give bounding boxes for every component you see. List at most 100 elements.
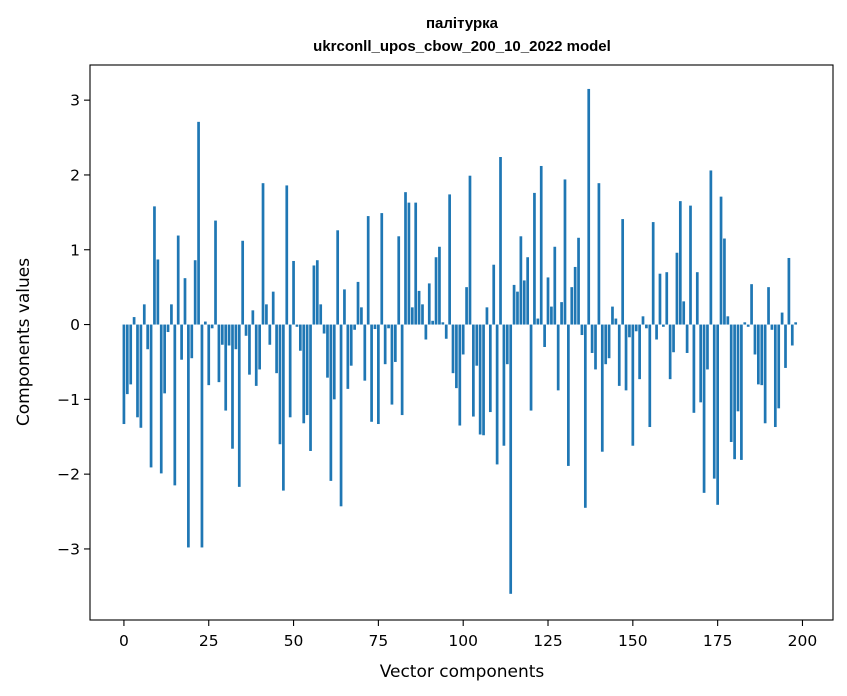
bar-195 xyxy=(784,324,787,368)
bar-141 xyxy=(600,324,604,452)
bar-139 xyxy=(594,324,597,370)
bar-162 xyxy=(672,324,675,353)
bar-63 xyxy=(336,230,340,325)
bar-97 xyxy=(451,324,455,374)
bar-196 xyxy=(787,257,791,325)
y-tick-label: 0 xyxy=(70,316,80,334)
bar-35 xyxy=(241,240,245,325)
bar-66 xyxy=(346,324,350,389)
bar-125 xyxy=(546,277,550,325)
bars-group xyxy=(122,88,798,594)
bar-10 xyxy=(156,259,160,325)
bar-158 xyxy=(658,273,662,325)
bar-178 xyxy=(726,316,730,325)
bar-143 xyxy=(607,324,611,359)
x-axis-label: Vector components xyxy=(380,662,545,682)
plot-frame xyxy=(89,64,834,621)
bar-96 xyxy=(448,194,451,325)
y-tick-label: −2 xyxy=(57,466,80,484)
bar-79 xyxy=(390,324,394,405)
bar-167 xyxy=(689,205,692,325)
bar-72 xyxy=(366,216,370,325)
bar-118 xyxy=(522,280,526,325)
bar-111 xyxy=(499,157,502,325)
x-tick-label: 50 xyxy=(284,632,304,650)
bar-8 xyxy=(149,324,153,468)
bar-99 xyxy=(458,324,462,426)
bar-163 xyxy=(675,252,679,325)
bar-29 xyxy=(220,324,224,345)
bar-151 xyxy=(634,324,638,332)
bar-86 xyxy=(414,202,418,325)
bar-64 xyxy=(339,324,343,507)
bar-193 xyxy=(777,324,781,409)
bar-6 xyxy=(142,304,146,325)
bar-25 xyxy=(207,324,211,386)
bar-169 xyxy=(695,272,699,325)
bar-191 xyxy=(770,324,774,330)
x-tick-label: 200 xyxy=(788,632,818,650)
bar-197 xyxy=(790,324,794,346)
bar-60 xyxy=(326,324,329,378)
bar-68 xyxy=(353,324,356,330)
bar-101 xyxy=(465,287,468,325)
bar-157 xyxy=(655,324,658,340)
bar-16 xyxy=(176,235,180,325)
bar-142 xyxy=(604,324,608,365)
bar-59 xyxy=(322,324,326,334)
bar-75 xyxy=(377,324,380,425)
bar-24 xyxy=(203,321,207,325)
bar-159 xyxy=(662,324,665,327)
bar-182 xyxy=(740,324,743,460)
bar-32 xyxy=(231,324,234,449)
bar-150 xyxy=(631,324,635,446)
bar-192 xyxy=(773,324,777,428)
bar-135 xyxy=(580,324,584,336)
bar-115 xyxy=(512,284,516,325)
bar-85 xyxy=(410,307,414,325)
bar-73 xyxy=(370,324,373,422)
bar-129 xyxy=(560,302,563,325)
bar-44 xyxy=(271,291,275,325)
bar-123 xyxy=(539,165,543,325)
bar-2 xyxy=(129,324,133,385)
bar-98 xyxy=(455,324,458,389)
bar-20 xyxy=(190,324,194,359)
bar-185 xyxy=(750,284,753,325)
bar-175 xyxy=(716,324,719,505)
bar-110 xyxy=(495,324,499,465)
bar-3 xyxy=(132,317,136,325)
bar-179 xyxy=(729,324,733,442)
bar-166 xyxy=(685,324,689,353)
bar-104 xyxy=(475,324,479,366)
bar-41 xyxy=(261,183,265,325)
bar-152 xyxy=(638,324,641,380)
bar-189 xyxy=(763,324,767,424)
x-axis-ticks: 0 25 50 75 100 125 150 175 200 xyxy=(119,620,817,650)
bar-21 xyxy=(193,260,197,325)
bar-4 xyxy=(136,324,139,418)
bar-48 xyxy=(285,185,289,325)
bar-107 xyxy=(485,307,489,325)
bar-28 xyxy=(217,324,221,383)
bar-9 xyxy=(153,206,156,325)
bar-5 xyxy=(139,324,143,428)
bar-187 xyxy=(757,324,760,385)
bar-188 xyxy=(760,324,764,386)
y-tick-label: −3 xyxy=(57,540,80,558)
bar-65 xyxy=(343,289,346,325)
bar-132 xyxy=(570,287,574,325)
bar-183 xyxy=(743,322,747,325)
y-axis-ticks: −3 −2 −1 0 1 2 3 xyxy=(57,92,90,558)
bar-137 xyxy=(587,88,591,325)
bar-190 xyxy=(767,287,770,325)
bar-23 xyxy=(200,324,204,548)
bar-106 xyxy=(482,324,485,436)
bar-57 xyxy=(315,260,319,325)
bar-19 xyxy=(187,324,190,548)
bar-108 xyxy=(488,324,492,413)
bar-81 xyxy=(397,236,401,325)
bar-127 xyxy=(553,246,557,325)
x-tick-label: 25 xyxy=(199,632,219,650)
y-tick-label: −1 xyxy=(57,391,80,409)
